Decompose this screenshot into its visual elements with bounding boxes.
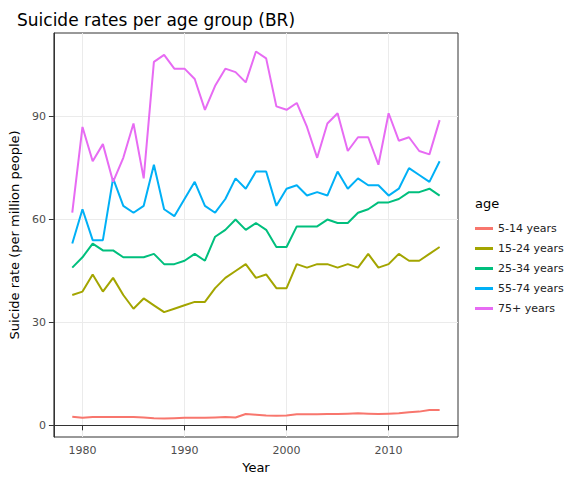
svg-text:age: age [475, 196, 499, 211]
svg-text:30: 30 [32, 316, 46, 329]
svg-text:60: 60 [32, 213, 46, 226]
svg-text:0: 0 [39, 419, 46, 432]
svg-text:2000: 2000 [273, 444, 301, 457]
svg-text:25-34 years: 25-34 years [498, 262, 564, 275]
svg-text:2010: 2010 [375, 444, 403, 457]
svg-text:90: 90 [32, 110, 46, 123]
svg-text:55-74 years: 55-74 years [498, 282, 564, 295]
svg-text:Suicide rate (per million peop: Suicide rate (per million people) [7, 130, 22, 339]
svg-text:15-24 years: 15-24 years [498, 242, 564, 255]
svg-text:Suicide rates per age group (B: Suicide rates per age group (BR) [17, 10, 295, 30]
svg-text:1980: 1980 [68, 444, 96, 457]
svg-text:Year: Year [241, 460, 270, 475]
svg-text:1990: 1990 [171, 444, 199, 457]
svg-text:5-14 years: 5-14 years [498, 222, 557, 235]
svg-text:75+ years: 75+ years [498, 302, 555, 315]
